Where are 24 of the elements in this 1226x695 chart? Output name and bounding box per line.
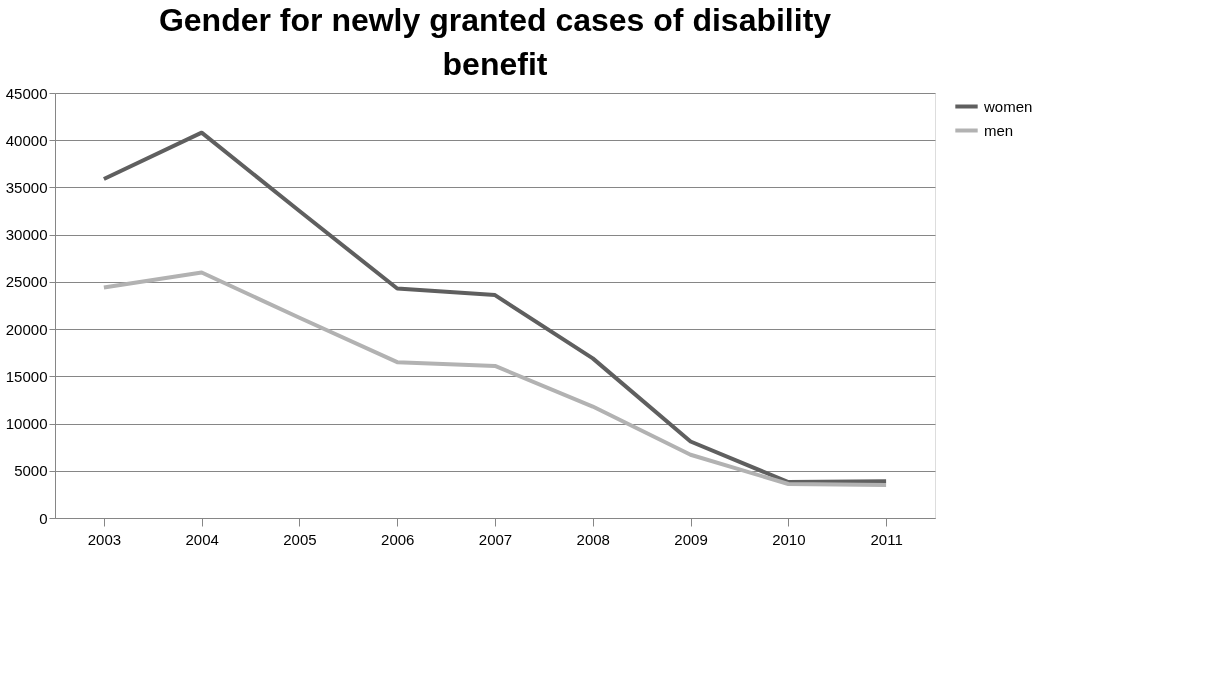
y-tick-label: 15000	[5, 367, 48, 385]
line-series	[101, 130, 889, 485]
x-tick-label: 2011	[870, 530, 903, 548]
x-tick-label: 2003	[87, 530, 122, 548]
x-tick-label: 2006	[381, 530, 415, 548]
x-tick-label: 2005	[283, 530, 317, 548]
line-series	[101, 270, 889, 487]
x-tick-label: 2009	[674, 530, 708, 548]
legend-label: women	[983, 97, 1033, 115]
x-tick-label: 2004	[185, 530, 219, 548]
y-tick-label: 25000	[5, 273, 48, 291]
x-tick-label: 2008	[576, 530, 610, 548]
y-tick-label: 10000	[5, 415, 48, 433]
y-tick-label: 20000	[5, 320, 48, 338]
y-tick-label: 45000	[5, 84, 48, 102]
legend-label: men	[984, 121, 1014, 139]
y-tick-label: 40000	[5, 131, 48, 149]
x-tick-label: 2010	[772, 530, 806, 548]
y-tick-label: 30000	[5, 226, 48, 244]
x-tick-label: 2007	[478, 530, 513, 548]
y-tick-label: 35000	[5, 178, 48, 196]
chart-title: Gender for newly granted cases of disability benefit	[158, 2, 832, 82]
y-tick-label: 0	[39, 509, 48, 527]
y-tick-label: 5000	[14, 462, 48, 480]
